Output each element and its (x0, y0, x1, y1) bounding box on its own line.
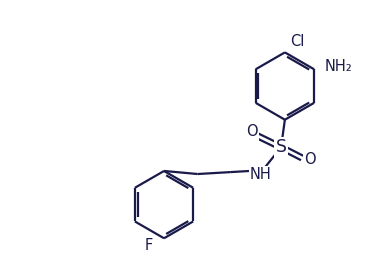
Text: O: O (246, 124, 257, 139)
Text: NH₂: NH₂ (325, 59, 353, 74)
Text: O: O (304, 152, 316, 167)
Text: F: F (145, 239, 153, 253)
Text: NH: NH (250, 167, 272, 182)
Text: S: S (276, 138, 287, 156)
Text: Cl: Cl (291, 34, 305, 49)
